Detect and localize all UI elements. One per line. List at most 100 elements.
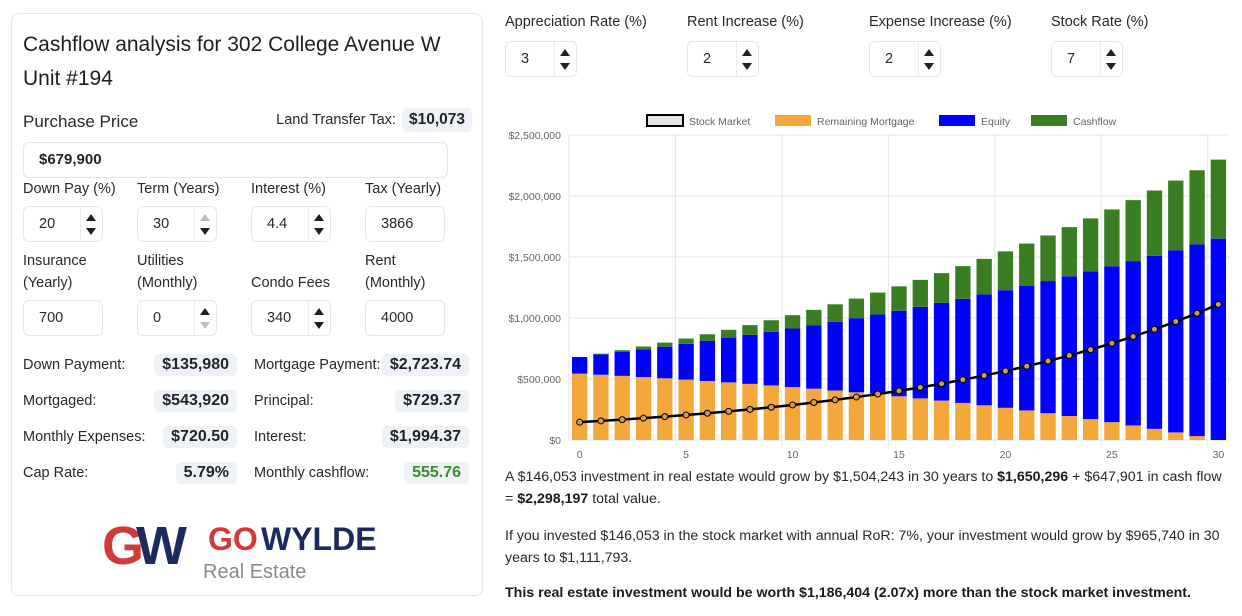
x-tick-label: 0	[577, 449, 583, 461]
x-tick-label: 30	[1213, 449, 1225, 461]
decrement-icon[interactable]	[86, 228, 96, 235]
increment-icon[interactable]	[742, 49, 752, 56]
bar-remaining-mortgage	[763, 385, 779, 440]
bar-cashflow	[784, 315, 801, 329]
bar-equity	[912, 306, 928, 399]
bar-equity	[593, 354, 609, 375]
x-tick-label: 10	[787, 449, 799, 461]
tax-input[interactable]: 3866	[365, 206, 445, 242]
decrement-icon[interactable]	[560, 63, 570, 70]
decrement-icon[interactable]	[314, 322, 324, 329]
bar-cashflow	[1210, 159, 1227, 239]
point-stock-market	[980, 372, 988, 380]
cashflow-card: Cashflow analysis for 302 College Avenue…	[11, 13, 483, 596]
bar-remaining-mortgage	[955, 402, 971, 440]
bar-equity	[1146, 255, 1163, 429]
insurance-input[interactable]: 700	[23, 300, 103, 336]
rent-increase-spinner[interactable]	[736, 42, 758, 76]
bar-equity	[976, 294, 992, 406]
land-transfer-tax-label: Land Transfer Tax:	[276, 112, 396, 128]
interest-amount-value: $1,994.37	[381, 426, 469, 448]
legend-label: Remaining Mortgage	[817, 116, 915, 128]
logo-tagline: Real Estate	[203, 561, 306, 583]
point-stock-market	[618, 416, 626, 424]
increment-icon[interactable]	[200, 214, 210, 221]
purchase-price-input[interactable]: $679,900	[23, 142, 448, 178]
condo-fees-value: 340	[267, 310, 292, 326]
expense-increase-input[interactable]: 2	[869, 41, 941, 77]
point-stock-market	[576, 418, 584, 426]
decrement-icon[interactable]	[200, 228, 210, 235]
real-estate-summary: A $146,053 investment in real estate wou…	[505, 466, 1230, 510]
decrement-icon[interactable]	[200, 322, 210, 329]
decrement-icon[interactable]	[1106, 63, 1116, 70]
appreciation-rate-input[interactable]: 3	[505, 41, 577, 77]
point-stock-market	[725, 407, 733, 415]
y-tick-label: $2,000,000	[508, 191, 561, 203]
interest-input[interactable]: 4.4	[251, 206, 331, 242]
decrement-icon[interactable]	[742, 63, 752, 70]
increment-icon[interactable]	[314, 308, 324, 315]
x-tick-label: 20	[1000, 449, 1012, 461]
increment-icon[interactable]	[200, 308, 210, 315]
bar-remaining-mortgage	[614, 375, 630, 440]
bar-cashflow	[635, 346, 652, 350]
bar-remaining-mortgage	[1082, 419, 1099, 440]
rent-input[interactable]: 4000	[365, 300, 445, 336]
point-stock-market	[1087, 346, 1095, 354]
term-spinner[interactable]	[194, 207, 216, 241]
bar-cashflow	[593, 353, 609, 355]
bar-cashflow	[742, 325, 758, 335]
bar-remaining-mortgage	[1104, 422, 1120, 440]
increment-icon[interactable]	[1106, 49, 1116, 56]
bar-remaining-mortgage	[1040, 413, 1056, 440]
rent-increase-input[interactable]: 2	[687, 41, 759, 77]
condo-fees-spinner[interactable]	[308, 301, 330, 335]
mortgage-payment-value: $2,723.74	[381, 354, 469, 376]
decrement-icon[interactable]	[314, 228, 324, 235]
utilities-input[interactable]: 0	[137, 300, 217, 336]
utilities-spinner[interactable]	[194, 301, 216, 335]
stock-rate-input[interactable]: 7	[1051, 41, 1123, 77]
condo-fees-input[interactable]: 340	[251, 300, 331, 336]
bar-equity	[870, 314, 886, 395]
stock-rate-spinner[interactable]	[1100, 42, 1122, 76]
term-input[interactable]: 30	[137, 206, 217, 242]
principal-label: Principal:	[254, 393, 314, 409]
bar-cashflow	[614, 350, 630, 353]
point-stock-market	[959, 376, 967, 384]
bar-equity	[1082, 271, 1099, 420]
bar-cashflow	[699, 334, 716, 341]
bar-equity	[614, 352, 630, 376]
condo-fees-label: Condo Fees	[251, 275, 330, 291]
interest-spinner[interactable]	[308, 207, 330, 241]
monthly-expenses-value: $720.50	[163, 426, 237, 448]
bar-remaining-mortgage	[891, 396, 907, 440]
increment-icon[interactable]	[560, 49, 570, 56]
decrement-icon[interactable]	[924, 63, 934, 70]
logo-mark-w: W	[136, 516, 187, 576]
appreciation-rate-spinner[interactable]	[554, 42, 576, 76]
expense-increase-spinner[interactable]	[918, 42, 940, 76]
legend-swatch	[646, 114, 684, 127]
down-pay-input[interactable]: 20	[23, 206, 103, 242]
increment-icon[interactable]	[314, 214, 324, 221]
increment-icon[interactable]	[924, 49, 934, 56]
point-stock-market	[1065, 352, 1073, 360]
mortgage-payment-label: Mortgage Payment:	[254, 357, 381, 373]
bar-cashflow	[1040, 235, 1056, 282]
bar-cashflow	[1104, 209, 1120, 267]
down-pay-spinner[interactable]	[80, 207, 102, 241]
bar-remaining-mortgage	[827, 390, 843, 440]
increment-icon[interactable]	[86, 214, 96, 221]
bar-equity	[1189, 244, 1205, 437]
monthly-cashflow-value: 555.76	[404, 462, 469, 484]
bar-remaining-mortgage	[976, 405, 992, 440]
x-tick-label: 15	[893, 449, 905, 461]
bar-remaining-mortgage	[678, 379, 694, 440]
bar-cashflow	[678, 338, 694, 344]
bar-equity	[571, 357, 588, 374]
monthly-expenses-label: Monthly Expenses:	[23, 429, 146, 445]
x-tick-label: 25	[1106, 449, 1118, 461]
bar-remaining-mortgage	[571, 373, 588, 440]
